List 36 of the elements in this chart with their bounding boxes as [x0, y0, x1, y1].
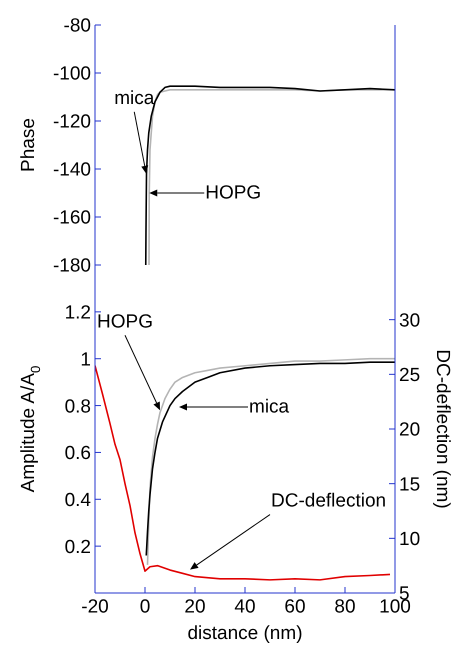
- note: HOPG: [149, 182, 262, 204]
- x-tick-label: 40: [234, 596, 256, 618]
- annotation: HOPG: [205, 182, 262, 204]
- annotation: mica: [114, 88, 155, 109]
- y-tick-label: 0.8: [64, 396, 91, 418]
- x-tick-label: 0: [140, 596, 150, 618]
- note: HOPG: [97, 311, 160, 410]
- annotation: DC-deflection: [271, 490, 386, 512]
- y-tick-label: 0.6: [64, 443, 91, 464]
- x-tick-label: -20: [81, 596, 109, 618]
- y-axis-title: Phase: [18, 118, 38, 172]
- x-axis-title: distance (nm): [187, 623, 303, 644]
- x-tick-label: 60: [284, 596, 306, 618]
- x-tick-label: 20: [184, 596, 206, 618]
- note: DC-deflection: [190, 490, 386, 570]
- y-tick-label: 1: [80, 349, 91, 370]
- y2-tick-label: 10: [399, 529, 420, 550]
- y2-tick-label: 25: [399, 365, 420, 386]
- y2-tick-label: 15: [399, 474, 420, 496]
- y-tick-label: -120: [52, 112, 91, 133]
- y-tick-label: 1.2: [64, 302, 91, 324]
- annotation: mica: [249, 396, 290, 418]
- y2-tick-label: 20: [399, 420, 420, 441]
- line-series: [95, 364, 391, 581]
- y-tick-label: 0.4: [64, 490, 92, 512]
- y-tick-label: -80: [64, 16, 91, 37]
- annotation: HOPG: [97, 311, 153, 332]
- y-tick-label: 0.2: [64, 536, 91, 558]
- y-tick-label: -100: [52, 64, 91, 85]
- x-tick-label: 80: [334, 596, 356, 618]
- y2-tick-label: 30: [399, 310, 420, 332]
- y2-axis-title: DC-deflection (nm): [432, 349, 454, 509]
- note: mica: [114, 88, 154, 174]
- y-tick-label: -140: [52, 160, 91, 181]
- y-tick-label: -180: [52, 256, 91, 277]
- y-tick-label: -160: [52, 208, 91, 229]
